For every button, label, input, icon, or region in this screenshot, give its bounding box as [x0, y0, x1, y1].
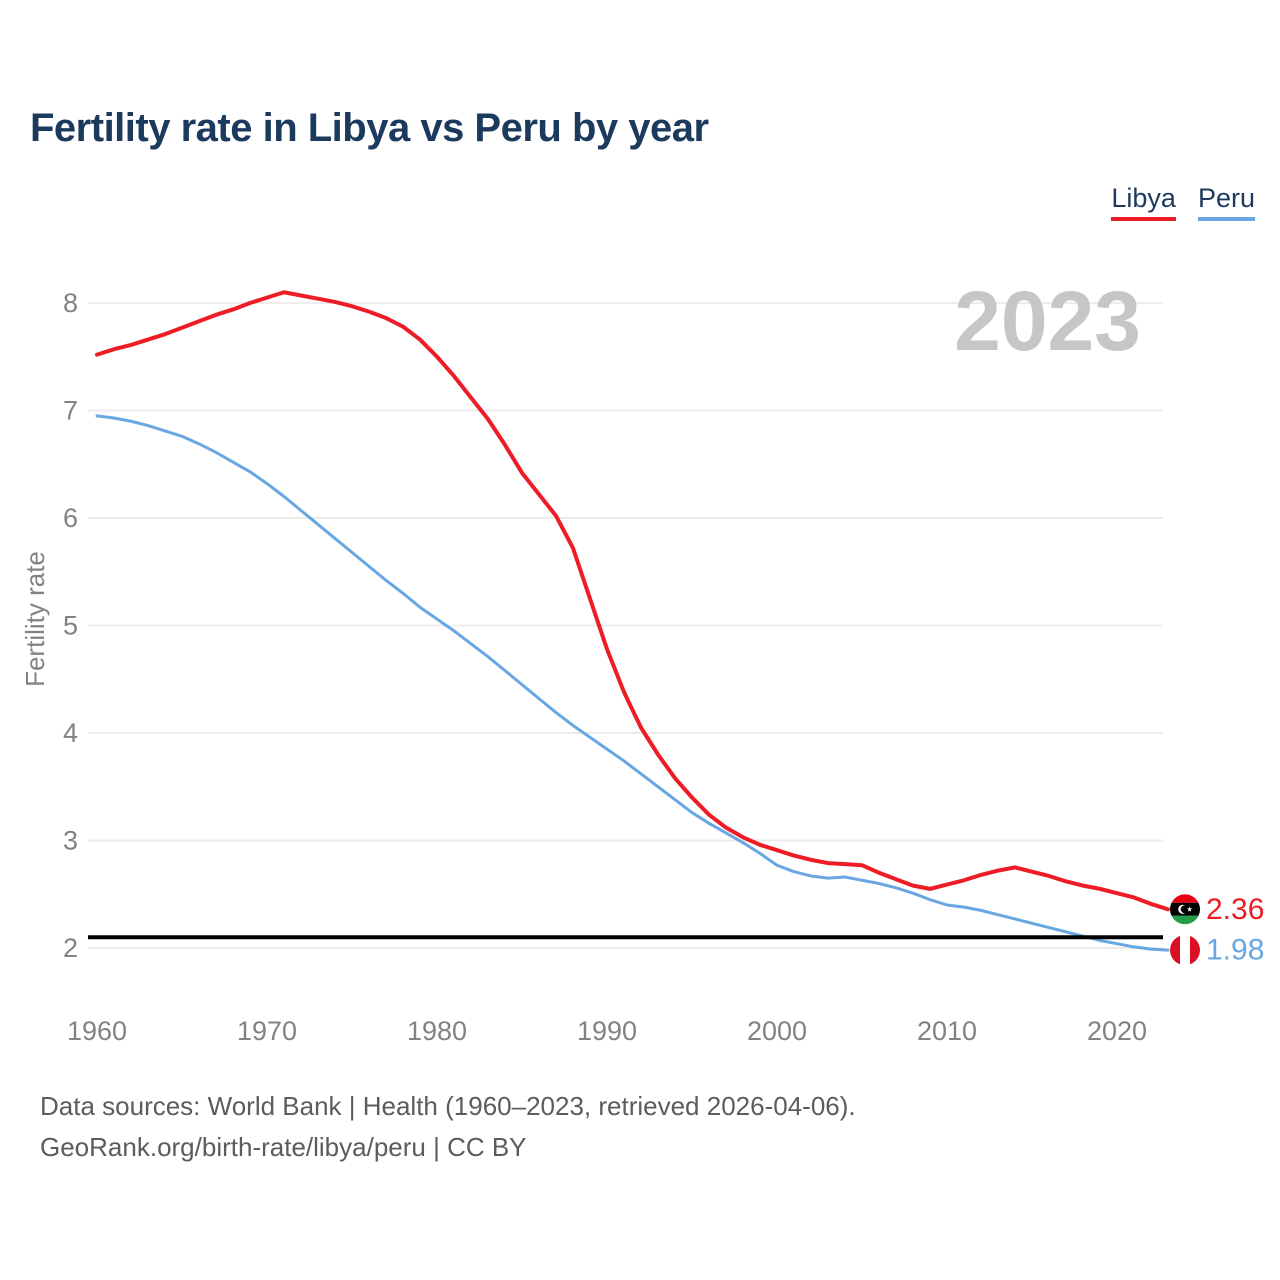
- libya-flag-icon: [1170, 894, 1200, 925]
- peru-flag-icon: [1170, 935, 1200, 966]
- peru-end-value: 1.98: [1206, 934, 1264, 967]
- page-title: Fertility rate in Libya vs Peru by year: [30, 106, 709, 150]
- y-tick-label: 6: [63, 503, 78, 533]
- x-tick-label: 1990: [577, 1016, 637, 1046]
- y-tick-label: 8: [63, 288, 78, 318]
- x-tick-label: 2000: [747, 1016, 807, 1046]
- x-tick-label: 2010: [917, 1016, 977, 1046]
- libya-end-value: 2.36: [1206, 893, 1264, 926]
- y-tick-label: 2: [63, 933, 78, 963]
- libya-line: [95, 290, 1170, 912]
- x-tick-label: 1980: [407, 1016, 467, 1046]
- x-tick-label: 1970: [237, 1016, 297, 1046]
- x-tick-label: 2020: [1087, 1016, 1147, 1046]
- x-tick-label: 1960: [67, 1016, 127, 1046]
- legend-item-peru[interactable]: Peru: [1197, 183, 1255, 221]
- fertility-line-chart[interactable]: 2 3 4 5 6 7 8 1960 1970 1980 1990 2000 2010 2020 Ferti…: [0, 0, 1280, 1080]
- attribution-line: GeoRank.org/birth-rate/libya/peru | CC B…: [40, 1132, 527, 1162]
- legend-item-libya[interactable]: Libya: [1111, 183, 1176, 221]
- y-tick-label: 4: [63, 718, 78, 748]
- y-axis-label: Fertility rate: [20, 551, 50, 687]
- y-tick-label: 5: [63, 611, 78, 641]
- chart-legend: Libya Peru: [1111, 183, 1255, 221]
- watermark-year: 2023: [954, 274, 1141, 368]
- y-tick-label: 7: [63, 396, 78, 426]
- data-sources-note: Data sources: World Bank | Health (1960–…: [40, 1086, 856, 1168]
- data-sources-line: Data sources: World Bank | Health (1960–…: [40, 1091, 856, 1121]
- y-tick-label: 3: [63, 826, 78, 856]
- peru-line: [95, 414, 1170, 952]
